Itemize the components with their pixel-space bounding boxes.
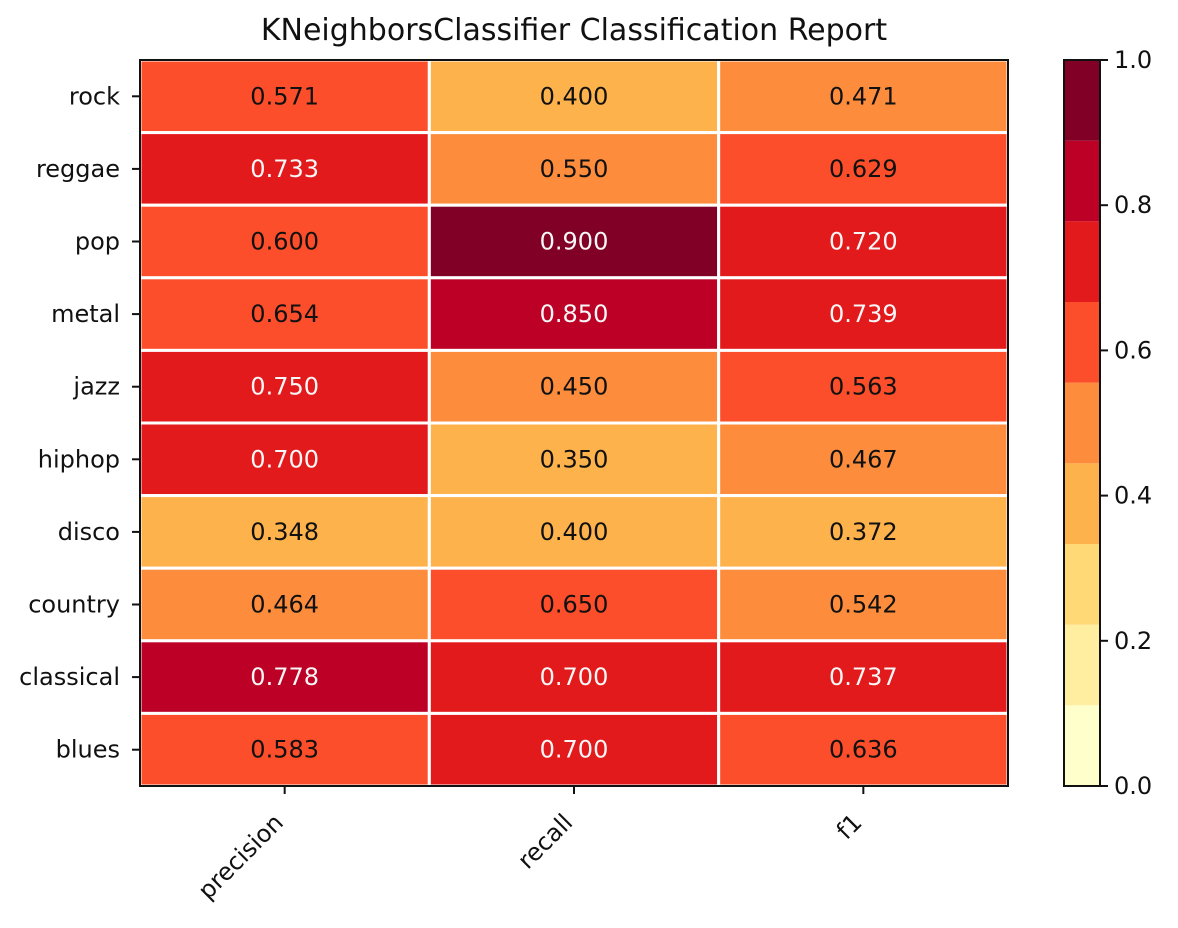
x-tick-label: f1 <box>831 808 868 845</box>
y-tick-label: pop <box>75 228 120 256</box>
heatmap-cell-value: 0.629 <box>829 155 898 183</box>
heatmap-cell-value: 0.571 <box>250 82 319 110</box>
y-axis: rock reggae pop metal jazz hiphop disco country… <box>19 82 140 764</box>
heatmap-cell-value: 0.700 <box>540 736 609 764</box>
heatmap-cell <box>427 566 721 643</box>
y-tick-label: blues <box>56 736 120 764</box>
heatmap-cell-value: 0.733 <box>250 155 319 183</box>
y-tick-label: disco <box>58 518 120 546</box>
heatmap-cell <box>138 494 431 570</box>
heatmap-cell-value: 0.372 <box>829 518 898 546</box>
heatmap-cells <box>138 58 1010 788</box>
heatmap-cell-value: 0.700 <box>250 445 319 473</box>
heatmap-cell <box>427 58 721 135</box>
heatmap-cell-value: 0.348 <box>250 518 319 546</box>
heatmap-cell <box>138 276 431 352</box>
heatmap-cell-value: 0.542 <box>829 591 898 619</box>
heatmap-cell-value: 0.600 <box>250 228 319 256</box>
heatmap-cell <box>427 203 721 280</box>
heatmap-cell-value: 0.400 <box>540 518 609 546</box>
y-tick-label: hiphop <box>38 445 120 473</box>
heatmap-cell <box>717 131 1010 207</box>
colorbar-segment <box>1064 382 1100 464</box>
heatmap-cell-value: 0.739 <box>829 300 898 328</box>
heatmap-cell-value: 0.464 <box>250 591 319 619</box>
colorbar-segment <box>1064 624 1100 706</box>
colorbar-frame <box>1063 59 1101 787</box>
y-tick-label: country <box>28 591 120 619</box>
colorbar-segment <box>1064 140 1100 222</box>
colorbar-segment <box>1064 544 1100 625</box>
x-tick-label: precision <box>193 808 289 904</box>
colorbar: 0.0 0.2 0.4 0.6 0.8 1.0 <box>1063 46 1152 800</box>
colorbar-tick-label: 0.2 <box>1114 627 1152 655</box>
heatmap-cell <box>138 711 431 788</box>
heatmap-cell-value: 0.900 <box>540 228 609 256</box>
heatmap-cell-labels: 0.571 0.400 0.471 0.733 0.550 0.629 0.600 0.900… <box>250 82 897 763</box>
colorbar-tick-label: 0.4 <box>1114 482 1152 510</box>
colorbar-tick-label: 0.8 <box>1114 191 1152 219</box>
colorbar-segment <box>1064 302 1100 383</box>
heatmap-cell <box>717 276 1010 352</box>
heatmap-cell-value: 0.700 <box>540 663 609 691</box>
colorbar-segment <box>1064 463 1100 544</box>
heatmap-cell-value: 0.650 <box>540 591 609 619</box>
heatmap-cell-value: 0.583 <box>250 736 319 764</box>
chart-title: KNeighborsClassifier Classification Repo… <box>261 13 888 48</box>
heatmap-cell-value: 0.636 <box>829 736 898 764</box>
heatmap-cell <box>427 711 721 788</box>
heatmap-cell <box>427 494 721 570</box>
heatmap-cell-value: 0.778 <box>250 663 319 691</box>
colorbar-segment <box>1064 221 1100 302</box>
heatmap-cell <box>138 566 431 643</box>
x-axis: precision recall f1 <box>193 786 868 905</box>
heatmap-cell-value: 0.450 <box>540 373 609 401</box>
heatmap-cell-value: 0.750 <box>250 373 319 401</box>
heatmap-cell <box>427 421 721 498</box>
heatmap-cell-value: 0.654 <box>250 300 319 328</box>
heatmap-cell-value: 0.737 <box>829 663 898 691</box>
heatmap-cell-value: 0.467 <box>829 445 898 473</box>
y-tick-label: classical <box>19 663 120 691</box>
colorbar-tick-label: 0.6 <box>1114 336 1152 364</box>
y-tick-label: reggae <box>36 155 120 183</box>
colorbar-tick-label: 1.0 <box>1114 46 1152 74</box>
heatmap-cell <box>717 421 1010 498</box>
heatmap-cell-value: 0.563 <box>829 373 898 401</box>
y-tick-label: rock <box>69 82 120 110</box>
heatmap-cell-value: 0.471 <box>829 82 898 110</box>
heatmap-cell-value: 0.550 <box>540 155 609 183</box>
heatmap-cell <box>427 348 721 425</box>
colorbar-segment <box>1064 705 1100 786</box>
x-tick-label: recall <box>512 808 578 874</box>
heatmap-cell <box>717 639 1010 715</box>
heatmap-cell <box>717 494 1010 570</box>
heatmap-cell-value: 0.350 <box>540 445 609 473</box>
heatmap-cell-value: 0.400 <box>540 82 609 110</box>
colorbar-segment <box>1064 60 1100 141</box>
heatmap-cell-value: 0.850 <box>540 300 609 328</box>
y-tick-label: jazz <box>72 373 120 401</box>
colorbar-tick-label: 0.0 <box>1114 772 1152 800</box>
heatmap-cell-value: 0.720 <box>829 228 898 256</box>
y-tick-label: metal <box>51 300 120 328</box>
